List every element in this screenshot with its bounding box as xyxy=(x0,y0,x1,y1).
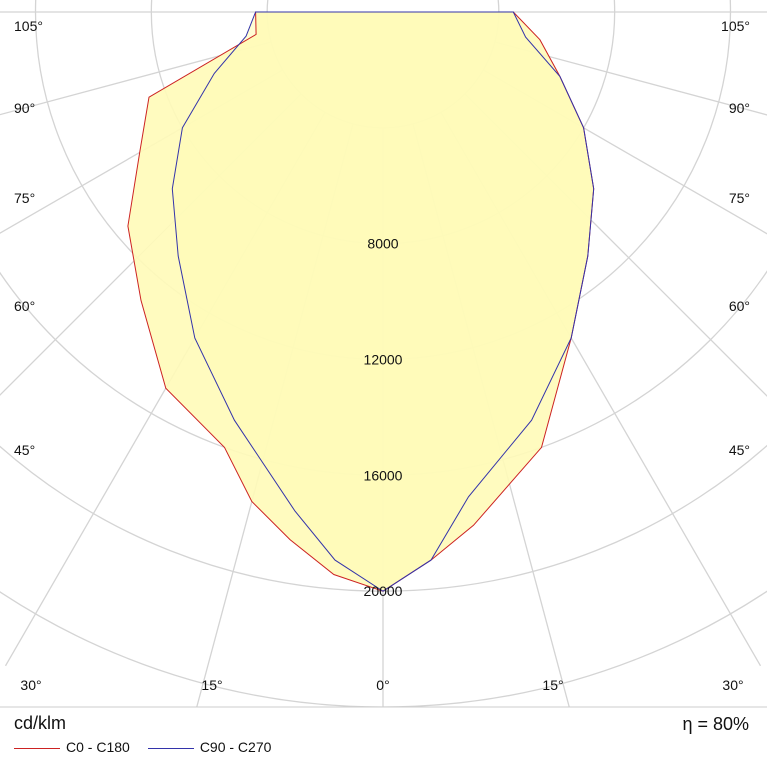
angle-tick-right-2: 75° xyxy=(729,190,750,206)
efficiency-label: η = 80% xyxy=(682,714,749,734)
ring-label-3: 20000 xyxy=(364,583,403,599)
legend-label-c0-c180: C0 - C180 xyxy=(66,739,130,755)
angle-tick-left-1: 60° xyxy=(14,298,35,314)
angle-tick-bottom-4: 30° xyxy=(722,677,743,693)
angle-tick-right-3: 90° xyxy=(729,100,750,116)
angle-tick-left-4: 105° xyxy=(14,18,43,34)
legend: C0 - C180 C90 - C270 xyxy=(14,739,289,755)
angle-tick-left-3: 90° xyxy=(14,100,35,116)
angle-labels: 30° 15° 0° 15° 30° 45° 60° 75° 90° 105° 45° 60° 75° 9… xyxy=(14,18,750,693)
legend-swatch-c0-c180 xyxy=(14,747,60,749)
angle-tick-right-4: 105° xyxy=(721,18,750,34)
angle-tick-bottom-0: 30° xyxy=(20,677,41,693)
intensity-curves xyxy=(127,11,595,592)
legend-label-c90-c270: C90 - C270 xyxy=(199,739,272,755)
angle-tick-bottom-1: 15° xyxy=(201,677,222,693)
ring-label-1: 12000 xyxy=(364,352,403,368)
legend-swatch-c90-c270 xyxy=(147,747,194,749)
legend-item-c90-c270: C90 - C270 xyxy=(147,739,272,755)
ring-label-0: 8000 xyxy=(367,236,398,252)
angle-tick-left-0: 45° xyxy=(14,442,35,458)
ring-labels: 8000 12000 16000 20000 xyxy=(364,236,403,600)
angle-tick-right-0: 45° xyxy=(729,442,750,458)
grid-spoke xyxy=(494,41,767,116)
angle-tick-left-2: 75° xyxy=(14,190,35,206)
legend-item-c0-c180: C0 - C180 xyxy=(14,739,130,755)
angle-tick-bottom-3: 15° xyxy=(542,677,563,693)
series-fill-1 xyxy=(172,12,594,592)
unit-label: cd/klm xyxy=(14,713,67,733)
angle-tick-bottom-2: 0° xyxy=(376,677,389,693)
ring-label-2: 16000 xyxy=(364,467,403,483)
series-line-1 xyxy=(171,11,595,592)
angle-tick-right-1: 60° xyxy=(729,298,750,314)
grid-spoke xyxy=(0,41,272,116)
